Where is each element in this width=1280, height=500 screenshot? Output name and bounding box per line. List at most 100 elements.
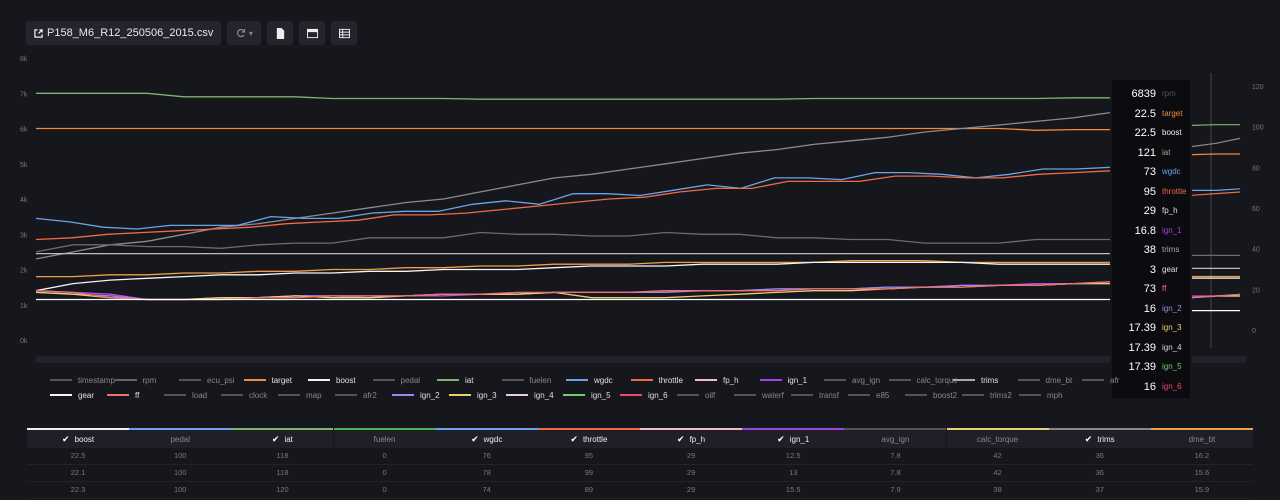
legend-item-timestamp[interactable]: timestamp [50,373,115,387]
legend-swatch [179,379,201,381]
legend-swatch [114,379,137,381]
legend-label: gear [78,390,95,400]
series-line-load [35,231,1110,253]
table-cell: 22.1 [70,468,86,477]
column-label: avg_ign [881,434,910,444]
column-header-throttle[interactable]: ✔ throttle [537,428,640,448]
legend-item-map[interactable]: map [278,388,322,402]
right-y-tick-label: 20 [1252,287,1260,294]
check-icon: ✔ [1084,433,1093,444]
legend-item-clock[interactable]: clock [221,388,267,402]
legend-label: iat [465,375,474,385]
table-cell: 16.2 [1194,451,1210,460]
check-icon: ✔ [471,433,479,444]
legend-item-target[interactable]: target [243,373,292,387]
series-line-wgdc [35,166,1111,230]
file-select-button[interactable]: P158_M6_R12_250506_2015.csv [26,21,222,45]
chart-scrollbar[interactable] [36,356,1110,363]
column-header-pedal[interactable]: pedal [129,428,232,448]
right-y-tick-label: 80 [1252,165,1260,172]
legend-item-gear[interactable]: gear [50,388,94,402]
column-header-fp_h[interactable]: ✔ fp_h [640,428,743,448]
legend-label: pedal [400,375,421,385]
legend-item-throttle[interactable]: throttle [630,373,683,387]
legend-item-mph[interactable]: mph [1019,388,1063,402]
legend-item-rpm[interactable]: rpm [114,373,156,387]
legend-item-ign_1[interactable]: ign_1 [759,373,807,387]
value-readout-panel: 6839 rpm 22.5 target 22.5 boost 121 iat 73 wgdc 95… [1112,80,1190,398]
legend-item-iat[interactable]: iat [437,373,473,387]
readout-label: ign_5 [1162,362,1182,371]
column-header-dme_bt[interactable]: dme_bt [1150,428,1253,448]
legend-item-pedal[interactable]: pedal [372,373,421,387]
legend-swatch [50,379,72,381]
readout-value: 73 [1143,283,1156,295]
legend-item-ign_6[interactable]: ign_6 [620,388,668,402]
table-cell: 0 [382,451,387,460]
refresh-button[interactable]: ▾ [227,21,262,45]
table-cell: 78 [482,468,491,477]
column-header-avg_ign[interactable]: avg_ign [844,428,947,448]
readout-row-gear: 3 gear [1112,262,1190,280]
table-cell: 15.5 [785,485,801,494]
column-header-ign_1[interactable]: ✔ ign_1 [742,428,845,448]
column-header-wgdc[interactable]: ✔ wgdc [435,428,538,448]
legend-item-ign_4[interactable]: ign_4 [506,388,554,402]
column-label: dme_bt [1188,434,1216,444]
legend-item-oilf[interactable]: oilf [677,388,715,402]
table-cell: 42 [993,468,1002,477]
mini-series-throttle [1191,191,1241,196]
legend-label: timestamp [78,375,115,385]
column-label: fp_h [689,434,706,444]
legend-label: trims2 [990,390,1012,400]
legend-item-ign_3[interactable]: ign_3 [449,388,497,402]
table-cell: 42 [993,451,1002,460]
readout-row-ff: 73 ff [1112,281,1190,299]
legend-item-ign_5[interactable]: ign_5 [563,388,611,402]
legend-swatch [695,379,717,381]
table-cell: 15.6 [1194,468,1210,477]
legend-item-trims[interactable]: trims [953,373,998,387]
legend-item-wgdc[interactable]: wgdc [566,373,613,387]
legend-item-fp_h[interactable]: fp_h [695,373,739,387]
legend-label: transf [819,390,840,400]
right-y-tick-label: 120 [1252,84,1264,91]
readout-label: iat [1162,147,1171,157]
legend-item-ign_2[interactable]: ign_2 [392,388,440,402]
legend-swatch [308,379,330,381]
legend-label: boost2 [933,390,958,400]
legend-item-calc_torque[interactable]: calc_torque [888,373,958,387]
legend-item-boost[interactable]: boost [308,373,356,387]
main-chart[interactable]: 8k 7k 6k 5k 4k 3k 2k 1k 0k 120 100 80 60 40 20 0 [0,48,1280,370]
readout-label: ff [1162,284,1167,293]
legend-item-load[interactable]: load [164,388,207,402]
legend-item-e85[interactable]: e85 [848,388,889,402]
legend-label: fuelen [529,375,552,385]
legend-item-ff[interactable]: ff [107,388,139,402]
table-cell: 22.3 [70,485,86,494]
legend-label: mph [1047,390,1063,400]
column-header-iat[interactable]: ✔ iat [231,428,334,448]
table-button[interactable] [331,21,358,45]
legend-item-fuelen[interactable]: fuelen [501,373,552,387]
legend-item-afr2[interactable]: afr2 [335,388,377,402]
legend-item-transf[interactable]: transf [791,388,839,402]
legend-item-trims2[interactable]: trims2 [962,388,1012,402]
legend-item-afr[interactable]: afr [1082,373,1119,387]
legend-item-ecu_psi[interactable]: ecu_psi [179,373,235,387]
readout-label: ign_4 [1162,342,1182,352]
legend-item-dme_bt[interactable]: dme_bt [1017,373,1072,387]
column-header-trims[interactable]: ✔ trims [1048,428,1151,448]
legend-item-waterf[interactable]: waterf [734,388,784,402]
mini-scrollbar[interactable] [1192,356,1246,363]
column-header-calc_torque[interactable]: calc_torque [946,428,1049,448]
panel-button[interactable] [299,21,326,45]
right-y-tick-label: 40 [1252,247,1260,254]
column-header-fuelen[interactable]: fuelen [333,428,436,448]
column-header-boost[interactable]: ✔ boost [27,428,130,448]
legend-item-boost2[interactable]: boost2 [905,388,957,402]
legend-item-avg_ign[interactable]: avg_ign [824,373,880,387]
file-button[interactable] [267,21,294,45]
readout-row-iat: 121 iat [1112,145,1190,163]
toolbar: P158_M6_R12_250506_2015.csv ▾ [26,21,358,45]
